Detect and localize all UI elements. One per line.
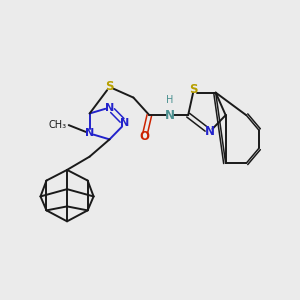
Text: CH₃: CH₃ bbox=[49, 120, 67, 130]
Text: H: H bbox=[166, 95, 174, 105]
Text: N: N bbox=[85, 128, 94, 138]
Text: S: S bbox=[189, 83, 197, 96]
Text: O: O bbox=[140, 130, 149, 143]
Text: N: N bbox=[105, 103, 114, 112]
Text: N: N bbox=[121, 118, 130, 128]
Text: N: N bbox=[165, 109, 175, 122]
Text: S: S bbox=[105, 80, 114, 94]
Text: N: N bbox=[205, 125, 215, 138]
